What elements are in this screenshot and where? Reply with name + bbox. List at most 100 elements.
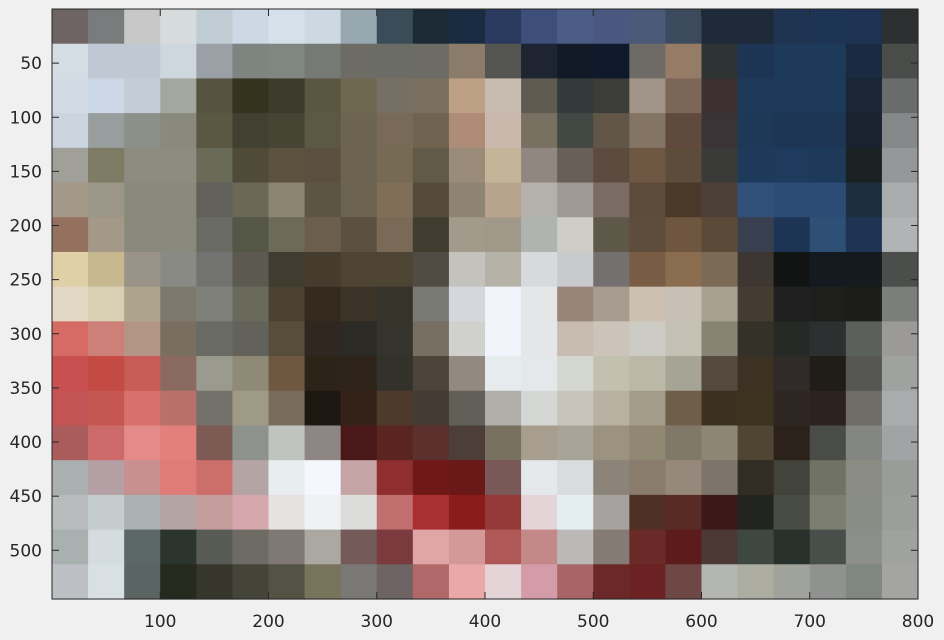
- y-tick-label: 100: [10, 108, 42, 128]
- heatmap-cell: [881, 147, 919, 184]
- heatmap-cell: [52, 564, 89, 600]
- heatmap-cell: [304, 286, 342, 322]
- heatmap-cell: [124, 460, 161, 496]
- heatmap-cell: [521, 460, 558, 496]
- heatmap-cell: [160, 564, 197, 600]
- axes-box: [51, 8, 919, 600]
- heatmap-cell: [521, 321, 558, 357]
- heatmap-cell: [737, 494, 775, 531]
- heatmap-cell: [593, 182, 630, 218]
- heatmap-cell: [881, 390, 919, 427]
- heatmap-cell: [124, 529, 161, 565]
- heatmap-cell: [448, 529, 486, 565]
- heatmap-cell: [809, 182, 847, 218]
- heatmap-cell: [881, 425, 919, 461]
- heatmap-cell: [557, 460, 594, 496]
- heatmap-cell: [845, 425, 883, 461]
- heatmap-cell: [160, 356, 197, 392]
- heatmap-cell: [268, 460, 306, 496]
- heatmap-cell: [809, 356, 847, 392]
- heatmap-cell: [340, 321, 378, 357]
- heatmap-cell: [412, 113, 450, 149]
- x-tick-label: 400: [469, 612, 501, 632]
- heatmap-cell: [376, 321, 414, 357]
- heatmap-cell: [809, 321, 847, 357]
- heatmap-cell: [665, 251, 703, 288]
- heatmap-cell: [448, 217, 486, 253]
- heatmap-cell: [773, 564, 811, 600]
- heatmap-cell: [629, 113, 667, 149]
- heatmap-cell: [809, 286, 847, 322]
- heatmap-cell: [88, 425, 125, 461]
- heatmap-cell: [412, 147, 450, 184]
- heatmap-cell: [196, 356, 234, 392]
- heatmap-cell: [304, 217, 342, 253]
- heatmap-cell: [160, 78, 197, 114]
- heatmap-cell: [52, 321, 89, 357]
- heatmap-cell: [557, 356, 594, 392]
- heatmap-cell: [485, 564, 522, 600]
- y-tick-label: 200: [10, 217, 42, 237]
- x-tick-label: 200: [252, 612, 284, 632]
- heatmap-cell: [232, 494, 270, 531]
- heatmap-cell: [773, 356, 811, 392]
- heatmap-cell: [88, 494, 125, 531]
- heatmap-cell: [557, 78, 594, 114]
- heatmap-cell: [557, 529, 594, 565]
- heatmap-cell: [88, 460, 125, 496]
- heatmap-cell: [809, 251, 847, 288]
- heatmap-cell: [593, 460, 630, 496]
- heatmap-cell: [521, 494, 558, 531]
- heatmap-cell: [376, 251, 414, 288]
- heatmap-cell: [376, 356, 414, 392]
- heatmap-cell: [557, 286, 594, 322]
- heatmap-cell: [845, 78, 883, 114]
- heatmap-cell: [124, 356, 161, 392]
- x-tick-label: 700: [794, 612, 826, 632]
- heatmap-cell: [232, 78, 270, 114]
- heatmap-cell: [485, 460, 522, 496]
- heatmap-cell: [268, 321, 306, 357]
- heatmap-cell: [304, 147, 342, 184]
- heatmap-cell: [701, 286, 739, 322]
- heatmap-cell: [845, 356, 883, 392]
- heatmap-cell: [52, 251, 89, 288]
- heatmap-cell: [124, 321, 161, 357]
- heatmap-cell: [701, 182, 739, 218]
- heatmap-cell: [881, 494, 919, 531]
- heatmap-cell: [521, 390, 558, 427]
- heatmap-cell: [845, 9, 883, 45]
- heatmap-cell: [268, 113, 306, 149]
- heatmap-cell: [52, 390, 89, 427]
- y-tick-label: 250: [10, 271, 42, 291]
- heatmap-cell: [124, 78, 161, 114]
- heatmap-cell: [160, 251, 197, 288]
- heatmap-cell: [160, 321, 197, 357]
- heatmap-cell: [521, 43, 558, 80]
- heatmap-cell: [701, 494, 739, 531]
- heatmap-cell: [881, 251, 919, 288]
- heatmap-cell: [809, 390, 847, 427]
- heatmap-cell: [52, 78, 89, 114]
- heatmap-cell: [593, 286, 630, 322]
- heatmap-cell: [340, 182, 378, 218]
- heatmap-cell: [557, 147, 594, 184]
- heatmap-cell: [52, 460, 89, 496]
- heatmap-cell: [845, 286, 883, 322]
- heatmap-cell: [340, 425, 378, 461]
- heatmap-cell: [268, 43, 306, 80]
- heatmap-cell: [629, 494, 667, 531]
- heatmap-cell: [521, 78, 558, 114]
- heatmap-cell: [88, 390, 125, 427]
- heatmap-cell: [521, 217, 558, 253]
- heatmap-cell: [52, 147, 89, 184]
- heatmap-cell: [376, 286, 414, 322]
- heatmap-cell: [485, 529, 522, 565]
- heatmap-cell: [665, 460, 703, 496]
- heatmap-cell: [593, 9, 630, 45]
- y-tick-label: 300: [10, 325, 42, 345]
- heatmap-cell: [665, 43, 703, 80]
- heatmap-cell: [232, 113, 270, 149]
- heatmap-cell: [737, 182, 775, 218]
- heatmap-cell: [701, 217, 739, 253]
